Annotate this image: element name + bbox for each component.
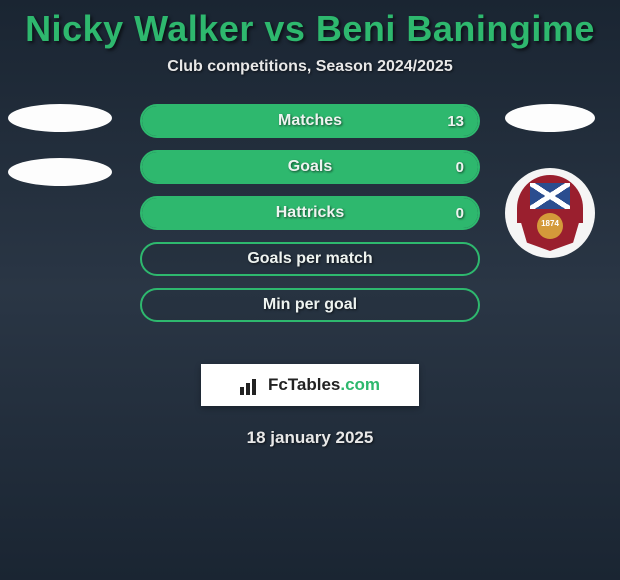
bar-label: Goals: [288, 158, 332, 176]
crest-icon: 1874: [517, 175, 583, 251]
bar-value: 0: [456, 205, 464, 222]
site-name: FcTables.com: [268, 375, 380, 395]
crest-year: 1874: [517, 219, 583, 228]
site-logo[interactable]: FcTables.com: [201, 364, 419, 406]
subtitle: Club competitions, Season 2024/2025: [0, 58, 620, 76]
stat-bar-goals: Goals 0: [140, 150, 480, 184]
ellipse-shape: [8, 104, 112, 132]
date-label: 18 january 2025: [0, 428, 620, 448]
bar-value: 0: [456, 159, 464, 176]
stat-bar-hattricks: Hattricks 0: [140, 196, 480, 230]
player-left-placeholder: [8, 104, 112, 212]
page-title: Nicky Walker vs Beni Baningime: [0, 0, 620, 50]
bar-value: 13: [447, 113, 464, 130]
stat-bar-min-per-goal: Min per goal: [140, 288, 480, 322]
bar-label: Matches: [278, 112, 342, 130]
ellipse-shape: [8, 158, 112, 186]
club-badge: 1874: [505, 168, 595, 258]
brand-plain: FcTables: [268, 375, 340, 394]
stat-bars: Matches 13 Goals 0 Hattricks 0 Goals per…: [140, 104, 480, 334]
stats-zone: 1874 Matches 13 Goals 0 Hattricks 0 Goal…: [0, 116, 620, 346]
bar-label: Goals per match: [247, 250, 372, 268]
stat-bar-matches: Matches 13: [140, 104, 480, 138]
bar-label: Min per goal: [263, 296, 357, 314]
bars-arrow-icon: [240, 375, 262, 395]
ellipse-shape: [505, 104, 595, 132]
brand-suffix: .com: [340, 375, 380, 394]
bar-label: Hattricks: [276, 204, 344, 222]
stat-bar-goals-per-match: Goals per match: [140, 242, 480, 276]
